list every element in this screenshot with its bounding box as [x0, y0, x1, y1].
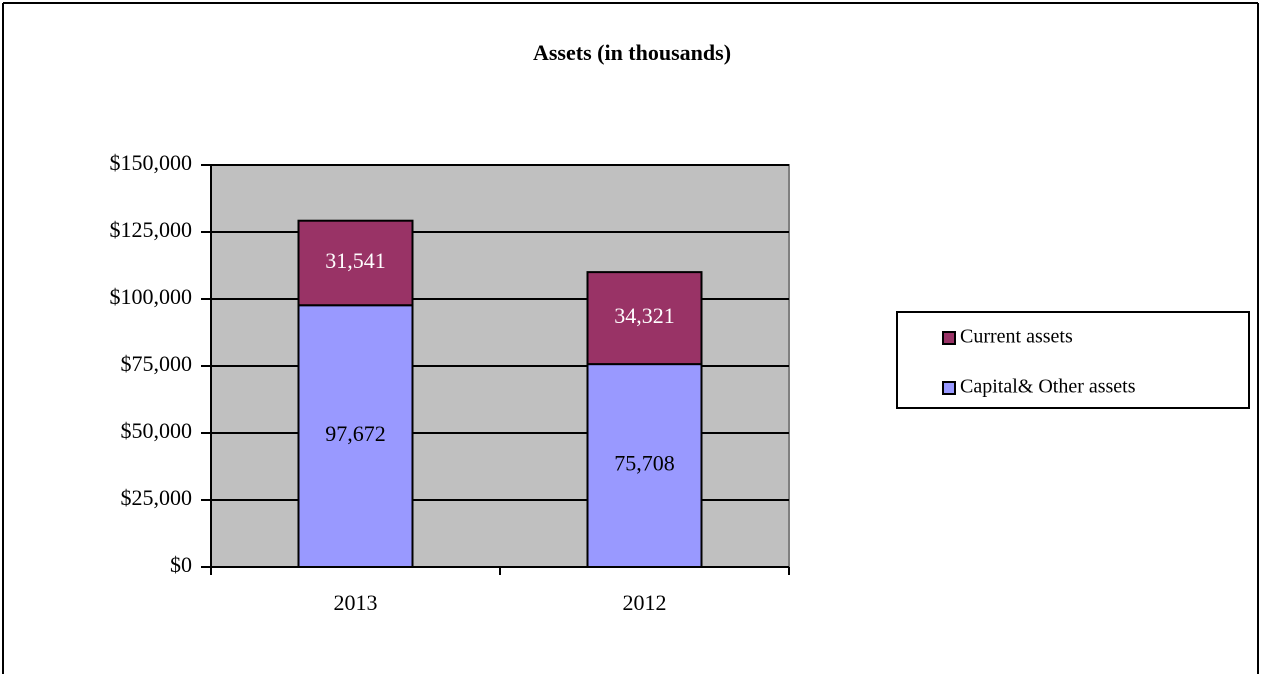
legend-swatch	[942, 381, 956, 395]
data-label: 31,541	[325, 248, 386, 273]
y-tick-label: $125,000	[110, 217, 193, 242]
y-tick-label: $75,000	[121, 351, 193, 376]
bar-segment	[586, 363, 703, 569]
y-tick-label: $100,000	[110, 284, 193, 309]
y-tick-label: $0	[170, 552, 192, 577]
chart-title: Assets (in thousands)	[533, 40, 731, 65]
bar-segment	[586, 271, 703, 366]
x-tick-label: 2012	[623, 590, 667, 615]
data-label: 34,321	[614, 303, 675, 328]
data-label: 75,708	[614, 451, 675, 476]
bar-segment	[297, 219, 414, 307]
x-tick-label: 2013	[334, 590, 378, 615]
y-tick-label: $150,000	[110, 150, 193, 175]
legend-label: Current assets	[960, 326, 1073, 348]
y-tick-label: $50,000	[121, 418, 193, 443]
legend-swatch	[942, 331, 956, 345]
data-label: 97,672	[325, 421, 386, 446]
bar-segment	[297, 304, 414, 568]
y-tick-label: $25,000	[121, 485, 193, 510]
legend-label: Capital& Other assets	[960, 376, 1136, 398]
